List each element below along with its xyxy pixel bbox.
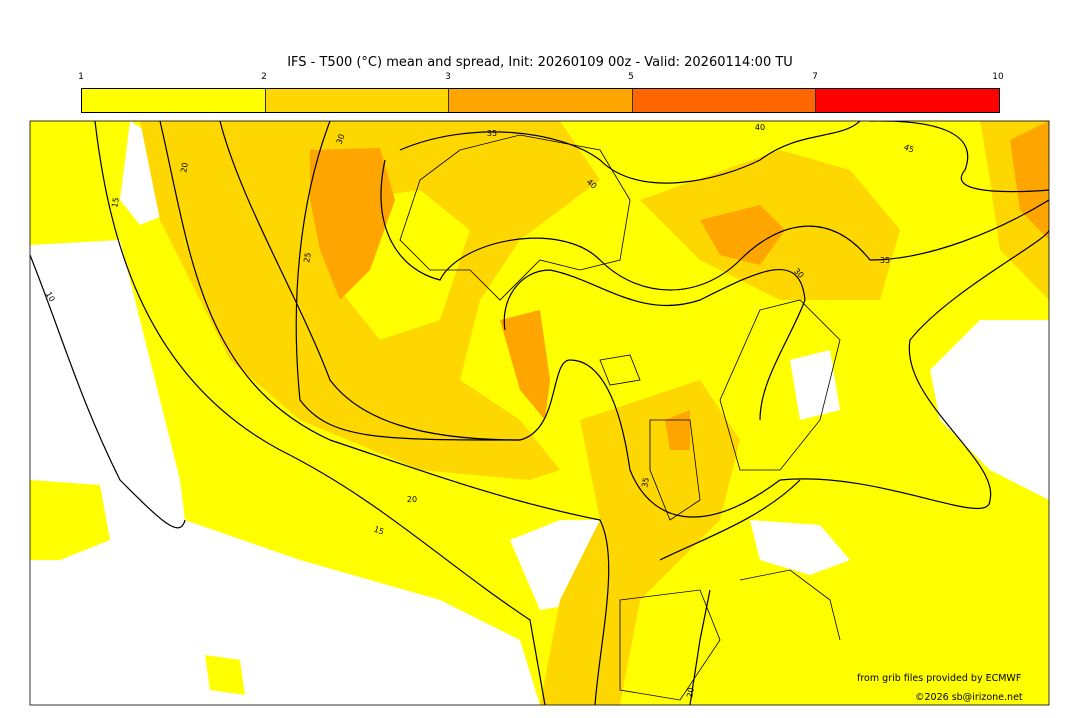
low-spread-area	[790, 350, 840, 420]
low-spread-area	[750, 520, 850, 575]
contour-label: 20	[685, 687, 696, 699]
spread-3-5-area	[310, 148, 395, 300]
colorbar-tick: 10	[992, 72, 1004, 82]
colorbar-bin-1-2	[82, 89, 266, 112]
low-spread-area	[930, 320, 1049, 500]
contour-label: 35	[487, 129, 497, 138]
contour-label: 20	[407, 495, 417, 504]
colorbar-bin-7-10	[816, 89, 999, 112]
colorbar-tick: 3	[445, 72, 451, 82]
contour-label: 45	[903, 143, 916, 155]
contour-label: 25	[302, 252, 313, 264]
colorbar-tick: 7	[812, 72, 818, 82]
spread-2-3-area	[540, 380, 740, 705]
contour-label: 20	[179, 162, 190, 174]
chart-title: IFS - T500 (°C) mean and spread, Init: 2…	[287, 55, 793, 70]
colorbar	[81, 88, 1000, 113]
copyright-credit: ©2026 sb@irizone.net	[915, 692, 1023, 703]
contour-label: 40	[755, 123, 765, 132]
contour-label: 35	[640, 477, 651, 489]
spread-patch	[30, 480, 110, 560]
contour-label: 15	[373, 525, 386, 537]
temperature-contours	[30, 121, 1049, 705]
contour-label: 30	[335, 133, 347, 146]
coastlines	[399, 134, 841, 701]
contour-label: 10	[44, 290, 57, 303]
spread-patch	[205, 655, 245, 695]
spread-3-5-area	[500, 310, 550, 420]
colorbar-tick: 5	[628, 72, 634, 82]
contour-label: 35	[880, 256, 890, 265]
colorbar-bin-5-7	[632, 89, 817, 112]
low-spread-area	[30, 240, 540, 705]
spread-3-5-area	[1010, 121, 1049, 240]
colorbar-bin-2-3	[265, 89, 450, 112]
contour-label: 15	[110, 197, 121, 209]
colorbar-tick: 2	[261, 72, 267, 82]
spread-3-5-area	[700, 205, 785, 265]
colorbar-tick: 1	[78, 72, 84, 82]
map-frame	[29, 120, 1050, 706]
colorbar-bin-3-5	[449, 89, 633, 112]
source-credit: from grib files provided by ECMWF	[857, 673, 1022, 684]
